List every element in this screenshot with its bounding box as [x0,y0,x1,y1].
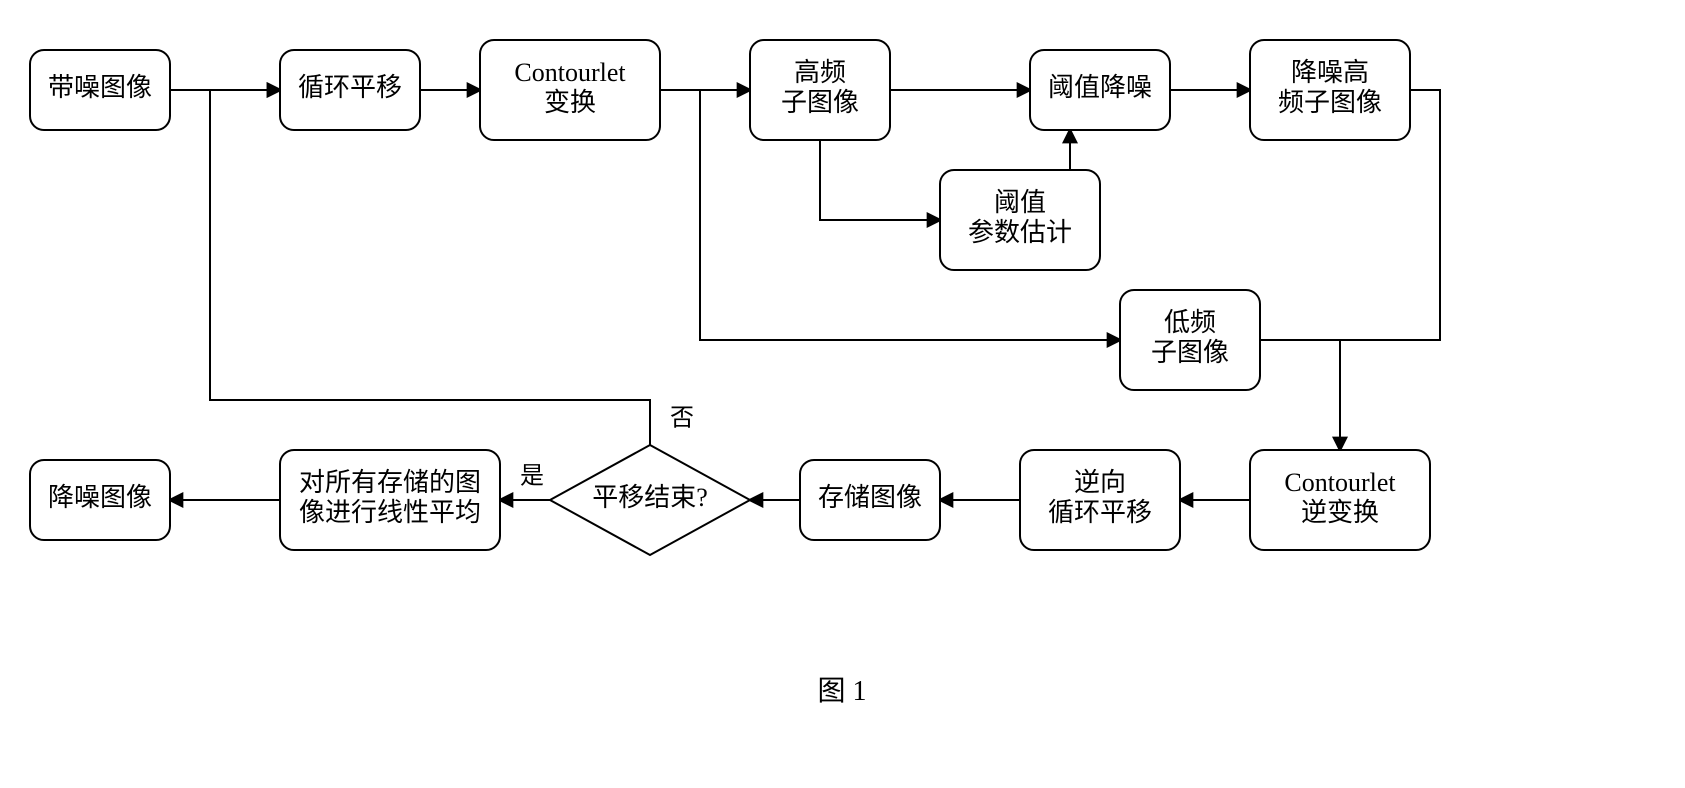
node-threshold_est-line1: 参数估计 [968,218,1072,247]
node-contourlet-line1: 变换 [544,88,596,117]
node-lowfreq-line1: 子图像 [1151,338,1229,367]
decision-label: 平移结束? [592,483,708,512]
node-inv_contourlet: Contourlet逆变换 [1250,450,1430,550]
decision-node: 平移结束? [550,445,750,555]
node-highfreq-line0: 高频 [794,58,846,87]
flowchart-canvas: 带噪图像循环平移Contourlet变换高频子图像阈值参数估计阈值降噪降噪高频子… [0,0,1685,788]
node-den_highfreq-line0: 降噪高 [1291,58,1369,87]
node-den_highfreq: 降噪高频子图像 [1250,40,1410,140]
decision-layer: 平移结束? [550,445,750,555]
node-inv_shift: 逆向循环平移 [1020,450,1180,550]
node-lowfreq-line0: 低频 [1164,308,1216,337]
nodes-layer: 带噪图像循环平移Contourlet变换高频子图像阈值参数估计阈值降噪降噪高频子… [30,40,1430,550]
node-threshold_est-line0: 阈值 [994,188,1046,217]
node-denoised_image: 降噪图像 [30,460,170,540]
node-threshold_est: 阈值参数估计 [940,170,1100,270]
node-contourlet-line0: Contourlet [514,58,626,87]
node-store_image-line0: 存储图像 [818,483,922,512]
node-denoised_image-line0: 降噪图像 [48,483,152,512]
edge-label-15: 否 [670,406,694,432]
node-inv_contourlet-line1: 逆变换 [1301,498,1379,527]
node-highfreq: 高频子图像 [750,40,890,140]
node-noisy_image: 带噪图像 [30,50,170,130]
edge-den_highfreq-inv_contourlet [1340,90,1440,450]
node-average: 对所有存储的图像进行线性平均 [280,450,500,550]
node-inv_shift-line1: 循环平移 [1048,498,1152,527]
node-store_image: 存储图像 [800,460,940,540]
edge-highfreq-threshold_est [820,140,940,220]
node-lowfreq: 低频子图像 [1120,290,1260,390]
node-cyclic_shift-line0: 循环平移 [298,73,402,102]
node-cyclic_shift: 循环平移 [280,50,420,130]
edge-label-13: 是 [520,464,544,490]
node-noisy_image-line0: 带噪图像 [48,73,152,102]
node-threshold_den: 阈值降噪 [1030,50,1170,130]
node-highfreq-line1: 子图像 [781,88,859,117]
node-den_highfreq-line1: 频子图像 [1278,88,1382,117]
node-contourlet: Contourlet变换 [480,40,660,140]
node-threshold_den-line0: 阈值降噪 [1048,73,1152,102]
node-inv_shift-line0: 逆向 [1074,468,1126,497]
node-inv_contourlet-line0: Contourlet [1284,468,1396,497]
node-average-line0: 对所有存储的图 [299,468,481,497]
figure-caption: 图 1 [817,676,866,707]
edge-decision-cyclic_shift [210,90,650,445]
node-average-line1: 像进行线性平均 [299,498,481,527]
